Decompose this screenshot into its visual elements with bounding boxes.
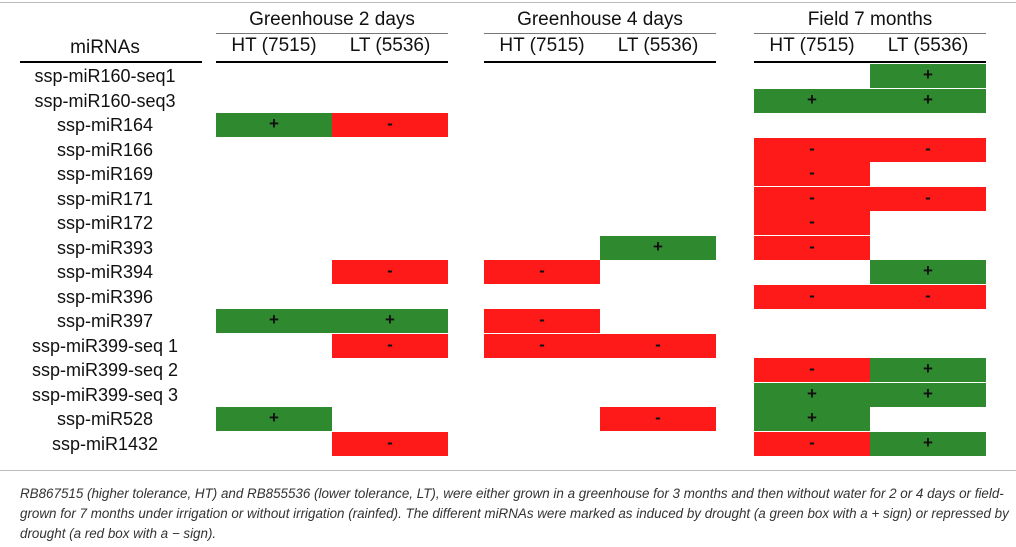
group-header-field-7-months: Field 7 months <box>807 9 933 30</box>
repressed-cell-field-lt: - <box>870 284 986 309</box>
row-label: ssp-miR397 <box>56 311 154 331</box>
table-caption: RB867515 (higher tolerance, HT) and RB85… <box>20 486 1009 541</box>
header-rule-field-7-months <box>754 61 986 63</box>
column-header-field-ht: HT (7515) <box>769 35 855 56</box>
repressed-cell-g4-ht: - <box>484 309 600 333</box>
repressed-cell-g2-lt: - <box>332 333 448 358</box>
repressed-cell-field-lt: - <box>870 186 986 211</box>
repressed-cell-g2-lt: - <box>332 113 448 137</box>
row-label: ssp-miR166 <box>56 139 154 160</box>
repressed-cell-field-ht: - <box>754 235 870 260</box>
repressed-cell-field-ht: - <box>754 162 870 186</box>
row-label: ssp-miR394 <box>56 262 154 282</box>
group-underline-greenhouse-2-days <box>216 33 448 34</box>
induced-cell-field-lt: + <box>870 260 986 284</box>
header-rule-greenhouse-4-days <box>484 61 716 63</box>
column-header-g2-lt: LT (5536) <box>349 35 431 56</box>
induced-cell-field-ht: + <box>754 407 870 431</box>
row-label: ssp-miR169 <box>56 164 154 184</box>
mirna-column-header: miRNAs <box>70 37 140 58</box>
row-label: ssp-miR399-seq 1 <box>31 335 179 356</box>
repressed-cell-field-ht: - <box>754 284 870 309</box>
repressed-cell-field-ht: - <box>754 186 870 211</box>
induced-cell-g2-ht: + <box>216 113 332 137</box>
row-label: ssp-miR1432 <box>51 433 159 454</box>
repressed-cell-g4-lt: - <box>600 333 716 358</box>
header-rule-mirna <box>20 61 202 63</box>
induced-cell-g2-lt: + <box>332 309 448 333</box>
group-underline-greenhouse-4-days <box>484 33 716 34</box>
group-header-greenhouse-2-days: Greenhouse 2 days <box>249 9 415 30</box>
column-header-g4-lt: LT (5536) <box>617 35 699 56</box>
induced-cell-g4-lt: + <box>600 235 716 260</box>
group-header-greenhouse-4-days: Greenhouse 4 days <box>517 9 683 30</box>
row-label: ssp-miR399-seq 3 <box>31 384 179 405</box>
induced-cell-g2-ht: + <box>216 407 332 431</box>
header-rule-greenhouse-2-days <box>216 61 448 63</box>
repressed-cell-field-lt: - <box>870 137 986 162</box>
row-label: ssp-miR528 <box>56 409 154 429</box>
row-label: ssp-miR171 <box>56 188 154 209</box>
repressed-cell-g4-lt: - <box>600 407 716 431</box>
repressed-cell-field-ht: - <box>754 358 870 382</box>
repressed-cell-g2-lt: - <box>332 260 448 284</box>
row-label: ssp-miR164 <box>56 115 154 135</box>
induced-cell-g2-ht: + <box>216 309 332 333</box>
column-header-g4-ht: HT (7515) <box>499 35 585 56</box>
table-top-rule <box>0 2 1016 3</box>
induced-cell-field-lt: + <box>870 431 986 456</box>
induced-cell-field-lt: + <box>870 88 986 113</box>
row-label: ssp-miR172 <box>56 213 154 233</box>
repressed-cell-g4-ht: - <box>484 333 600 358</box>
repressed-cell-field-ht: - <box>754 431 870 456</box>
repressed-cell-g2-lt: - <box>332 431 448 456</box>
group-underline-field-7-months <box>754 33 986 34</box>
repressed-cell-field-ht: - <box>754 211 870 235</box>
induced-cell-field-ht: + <box>754 88 870 113</box>
induced-cell-field-ht: + <box>754 382 870 407</box>
row-label: ssp-miR160-seq1 <box>34 66 176 86</box>
row-label: ssp-miR160-seq3 <box>34 90 176 111</box>
row-label: ssp-miR399-seq 2 <box>31 360 179 380</box>
row-label: ssp-miR396 <box>56 286 154 307</box>
table-bottom-rule <box>0 470 1016 471</box>
induced-cell-field-lt: + <box>870 358 986 382</box>
column-header-field-lt: LT (5536) <box>887 35 969 56</box>
repressed-cell-g4-ht: - <box>484 260 600 284</box>
induced-cell-field-lt: + <box>870 64 986 88</box>
row-label: ssp-miR393 <box>56 237 154 258</box>
induced-cell-field-lt: + <box>870 382 986 407</box>
column-header-g2-ht: HT (7515) <box>231 35 317 56</box>
repressed-cell-field-ht: - <box>754 137 870 162</box>
